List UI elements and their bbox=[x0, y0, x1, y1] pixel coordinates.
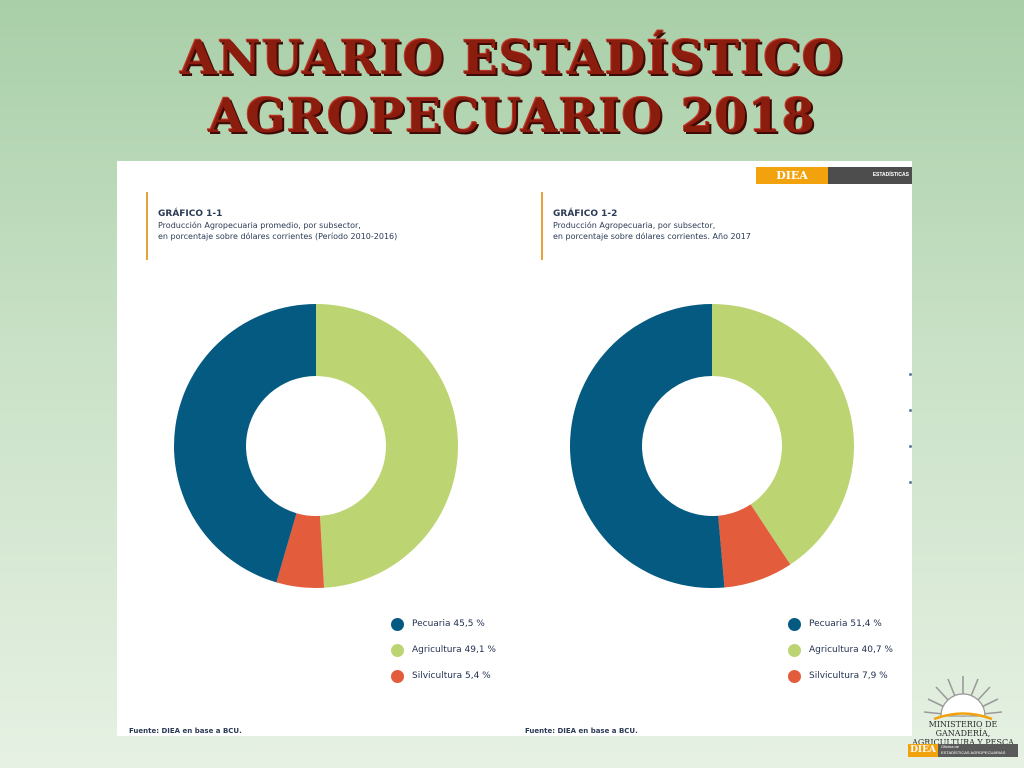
legend-swatch-pecuaria bbox=[788, 617, 801, 631]
donut-slice-silvicultura bbox=[718, 504, 791, 588]
oficina-line-2: ESTADÍSTICAS AGROPECUARIAS bbox=[941, 750, 1006, 755]
donut-slice-silvicultura bbox=[276, 513, 325, 588]
ministry-diea-label: DIEA bbox=[908, 744, 938, 757]
yearbook-page: DIEA ESTADÍSTICAS AGROPECUARIAS GRÁFICO … bbox=[117, 161, 912, 736]
sun-emblem-icon bbox=[923, 676, 1003, 721]
donut-chart-2 bbox=[570, 304, 854, 588]
oficina-line-1: Oficina de bbox=[941, 744, 960, 749]
donut-slice-agricultura bbox=[316, 304, 458, 588]
legend-label-silvicultura: Silvicultura 5,4 % bbox=[412, 671, 491, 681]
donut-chart-1 bbox=[174, 304, 458, 588]
chart-1-caption: GRÁFICO 1-1 Producción Agropecuaria prom… bbox=[146, 192, 397, 260]
legend-swatch-silvicultura bbox=[391, 669, 404, 683]
chart-2-legend: Pecuaria 51,4 % Agricultura 40,7 % Silvi… bbox=[788, 611, 893, 689]
edge-mark bbox=[909, 445, 912, 448]
slide-title-line-2: Agropecuario 2018 bbox=[208, 89, 816, 144]
chart-2-caption-line-2: en porcentaje sobre dólares corrientes. … bbox=[553, 232, 751, 241]
page-edge-marks bbox=[907, 373, 912, 533]
edge-mark bbox=[909, 373, 912, 376]
ministry-name: MINISTERIO DE GANADERÍA, AGRICULTURA Y P… bbox=[904, 720, 1022, 747]
legend-item-agricultura: Agricultura 49,1 % bbox=[391, 637, 496, 663]
edge-mark bbox=[909, 481, 912, 484]
chart-2-caption: GRÁFICO 1-2 Producción Agropecuaria, por… bbox=[541, 192, 751, 260]
diea-label: DIEA bbox=[756, 167, 836, 184]
legend-label-pecuaria: Pecuaria 51,4 % bbox=[809, 619, 882, 629]
legend-swatch-pecuaria bbox=[391, 617, 404, 631]
chart-1-caption-line-2: en porcentaje sobre dólares corrientes (… bbox=[158, 232, 398, 241]
legend-item-pecuaria: Pecuaria 51,4 % bbox=[788, 611, 893, 637]
legend-item-agricultura: Agricultura 40,7 % bbox=[788, 637, 893, 663]
legend-swatch-silvicultura bbox=[788, 669, 801, 683]
chart-2-source: Fuente: DIEA en base a BCU. bbox=[525, 727, 638, 735]
ministry-oficina-label: Oficina de ESTADÍSTICAS AGROPECUARIAS bbox=[938, 744, 1018, 757]
legend-label-pecuaria: Pecuaria 45,5 % bbox=[412, 619, 485, 629]
legend-item-silvicultura: Silvicultura 5,4 % bbox=[391, 663, 496, 689]
donut-slice-agricultura bbox=[712, 304, 854, 565]
donut-slice-pecuaria bbox=[174, 304, 316, 583]
chart-2-caption-line-1: Producción Agropecuaria, por subsector, bbox=[553, 221, 716, 230]
legend-item-silvicultura: Silvicultura 7,9 % bbox=[788, 663, 893, 689]
estadisticas-label: ESTADÍSTICAS AGROPECUARIAS bbox=[828, 167, 912, 195]
slide-title: Anuario Estadístico Agropecuario 2018 bbox=[0, 30, 1024, 146]
chart-1-legend: Pecuaria 45,5 % Agricultura 49,1 % Silvi… bbox=[391, 611, 496, 689]
chart-1-caption-title: GRÁFICO 1-1 bbox=[158, 209, 223, 219]
edge-mark bbox=[909, 409, 912, 412]
legend-swatch-agricultura bbox=[788, 643, 801, 657]
legend-item-pecuaria: Pecuaria 45,5 % bbox=[391, 611, 496, 637]
donut-slice-pecuaria bbox=[570, 304, 725, 588]
ministry-logo: MINISTERIO DE GANADERÍA, AGRICULTURA Y P… bbox=[904, 668, 1022, 764]
chart-1-caption-line-1: Producción Agropecuaria promedio, por su… bbox=[158, 221, 361, 230]
legend-label-agricultura: Agricultura 40,7 % bbox=[809, 645, 893, 655]
slide-title-line-1: Anuario Estadístico bbox=[180, 31, 844, 86]
page-header-bar: DIEA ESTADÍSTICAS AGROPECUARIAS bbox=[756, 167, 912, 195]
legend-swatch-agricultura bbox=[391, 643, 404, 657]
legend-label-agricultura: Agricultura 49,1 % bbox=[412, 645, 496, 655]
chart-2-caption-title: GRÁFICO 1-2 bbox=[553, 209, 618, 219]
legend-label-silvicultura: Silvicultura 7,9 % bbox=[809, 671, 888, 681]
ministry-name-line-1: MINISTERIO DE GANADERÍA, bbox=[928, 720, 998, 738]
chart-1-source: Fuente: DIEA en base a BCU. bbox=[129, 727, 242, 735]
ministry-name-line-2: AGRICULTURA Y PESCA bbox=[912, 738, 1014, 747]
